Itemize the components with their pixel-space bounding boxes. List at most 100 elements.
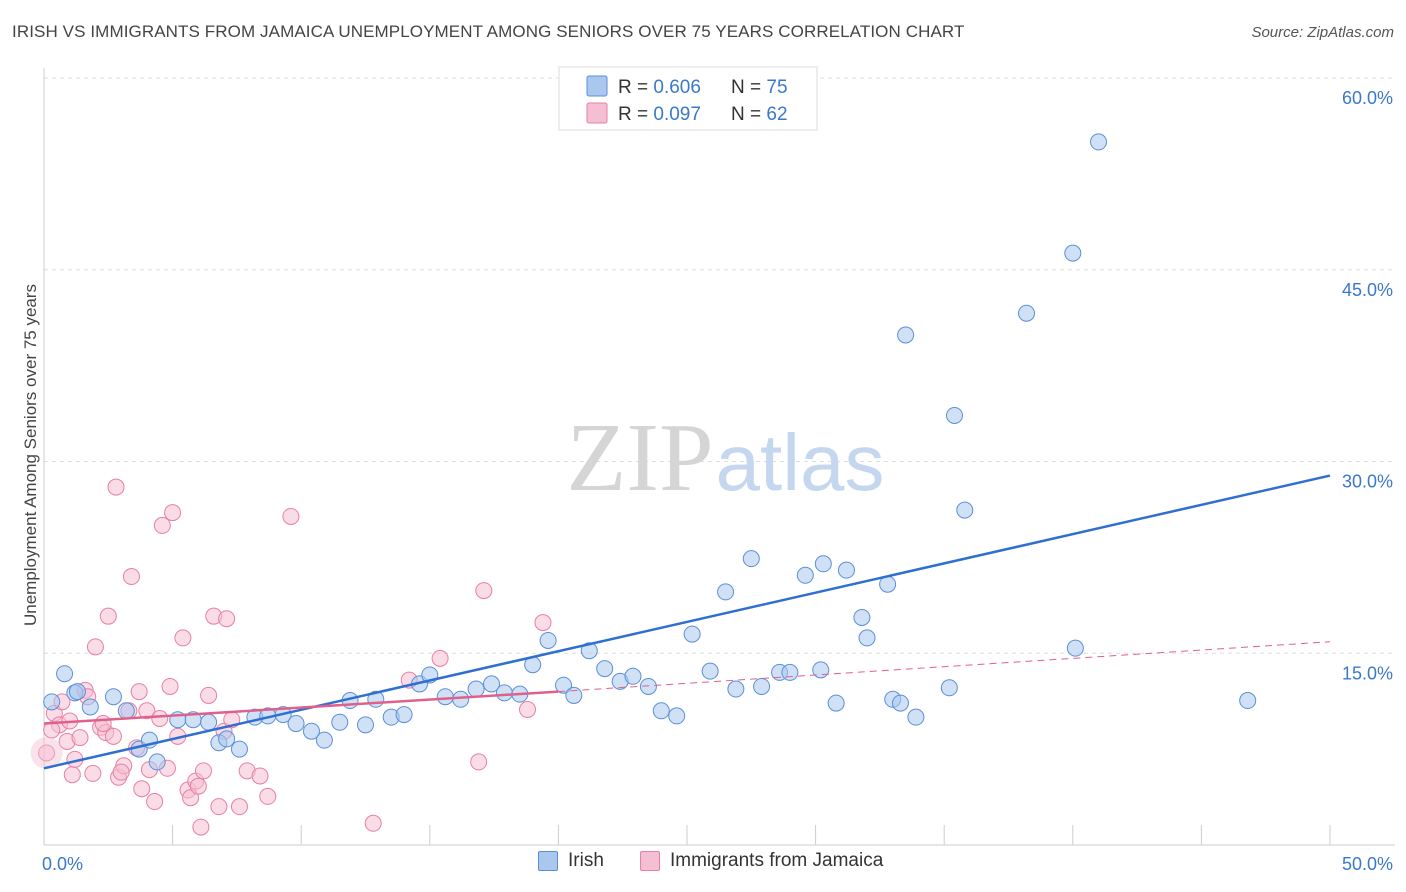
legend-irish-r-value: 0.606 (653, 77, 701, 98)
jamaica-point (230, 798, 248, 816)
jamaica-point (138, 702, 156, 720)
irish-point (287, 715, 305, 733)
jamaica-point (200, 686, 218, 704)
jamaica-point (130, 683, 148, 701)
legend-irish-n-label: N = (731, 77, 766, 98)
irish-point (1018, 304, 1036, 322)
y-tick-label: 15.0% (1342, 663, 1393, 683)
jamaica-point (519, 700, 537, 718)
irish-point (104, 688, 122, 706)
jamaica-point (534, 614, 552, 632)
watermark-zip: ZIP (567, 404, 714, 512)
jamaica-point (146, 793, 164, 811)
jamaica-point (194, 762, 212, 780)
irish-point (639, 677, 657, 695)
chart-title: IRISH VS IMMIGRANTS FROM JAMAICA UNEMPLO… (12, 22, 965, 41)
irish-point (652, 702, 670, 720)
legend-irish-bottom-swatch (538, 851, 558, 871)
irish-point (727, 680, 745, 698)
irish-point (701, 662, 719, 680)
x-tick-label-max: 50.0% (1342, 854, 1393, 874)
irish-point (495, 684, 513, 702)
irish-point (331, 713, 349, 731)
irish-point (717, 583, 735, 601)
irish-point (812, 661, 830, 679)
jamaica-point (133, 780, 151, 798)
irish-point (781, 663, 799, 681)
jamaica-point (151, 709, 169, 727)
legend-jamaica-r-label: R = (618, 104, 653, 125)
svg-text:N = 62: N = 62 (731, 104, 788, 125)
svg-text:R = 0.606: R = 0.606 (618, 77, 701, 98)
jamaica-point (161, 677, 179, 695)
jamaica-point (107, 478, 125, 496)
irish-point (827, 694, 845, 712)
series-irish-points (43, 133, 1257, 771)
jamaica-point (282, 507, 300, 525)
irish-point (315, 731, 333, 749)
jamaica-point (122, 568, 140, 586)
jamaica-point (112, 763, 130, 781)
irish-point (1239, 692, 1257, 710)
irish-point (858, 629, 876, 647)
irish-point (683, 625, 701, 643)
irish-point (624, 667, 642, 685)
y-axis-label: Unemployment Among Seniors over 75 years (21, 284, 40, 626)
legend-jamaica-n-label: N = (731, 104, 766, 125)
irish-point (753, 677, 771, 695)
jamaica-trendline-extension (558, 641, 1331, 693)
irish-point (897, 326, 915, 344)
jamaica-point (251, 767, 269, 785)
legend-irish-n-value: 75 (766, 77, 787, 98)
jamaica-point (210, 798, 228, 816)
jamaica-trendline (43, 690, 559, 725)
irish-point (555, 676, 573, 694)
legend-top: R = 0.606 N = 75 R = 0.097 N = 62 (558, 66, 818, 131)
x-tick-label-min: 0.0% (42, 854, 83, 874)
x-tick-labels: 0.0% 50.0% (42, 854, 1393, 874)
irish-point (218, 730, 236, 748)
irish-point (302, 722, 320, 740)
legend-irish-swatch (586, 75, 608, 97)
irish-point (56, 665, 74, 683)
irish-trendline (43, 474, 1331, 770)
legend-irish-label: Irish (568, 850, 604, 871)
irish-point (436, 688, 454, 706)
irish-point (668, 707, 686, 725)
legend-item-irish[interactable]: Irish (538, 850, 604, 872)
jamaica-point (104, 727, 122, 745)
jamaica-point (153, 516, 171, 534)
legend-bottom: Irish Immigrants from Jamaica (0, 850, 1406, 880)
svg-text:R = 0.097: R = 0.097 (618, 104, 701, 125)
jamaica-point (364, 814, 382, 832)
irish-point (596, 660, 614, 678)
legend-jamaica-n-value: 62 (766, 104, 787, 125)
irish-point (565, 686, 583, 704)
jamaica-point (71, 729, 89, 747)
irish-point (467, 680, 485, 698)
irish-point (148, 753, 166, 771)
jamaica-point (189, 777, 207, 795)
jamaica-point (259, 787, 277, 805)
legend-irish-r-label: R = (618, 77, 653, 98)
jamaica-point (431, 649, 449, 667)
irish-point (814, 555, 832, 573)
irish-point (580, 642, 598, 660)
y-tick-label: 45.0% (1342, 280, 1393, 300)
irish-point (1066, 639, 1084, 657)
trendlines (43, 474, 1331, 770)
jamaica-point (174, 629, 192, 647)
irish-point (81, 698, 99, 716)
irish-point (956, 501, 974, 519)
irish-point (483, 675, 501, 693)
legend-jamaica-label: Immigrants from Jamaica (670, 850, 884, 871)
irish-point (837, 561, 855, 579)
jamaica-point (86, 638, 104, 656)
irish-point (117, 702, 135, 720)
legend-item-jamaica[interactable]: Immigrants from Jamaica (640, 850, 883, 872)
irish-point (43, 693, 61, 711)
jamaica-point (470, 753, 488, 771)
irish-point (68, 683, 86, 701)
jamaica-point (84, 764, 102, 782)
